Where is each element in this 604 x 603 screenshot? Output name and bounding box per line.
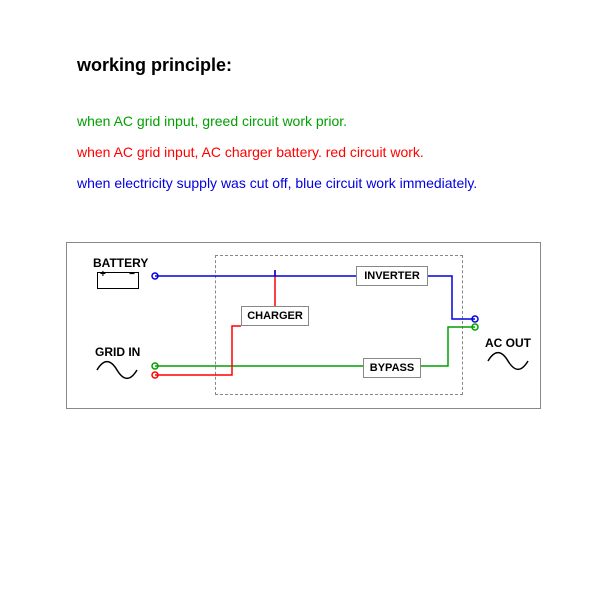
block-charger-label: CHARGER [247, 310, 303, 322]
desc-green: when AC grid input, greed circuit work p… [77, 113, 347, 129]
desc-red: when AC grid input, AC charger battery. … [77, 144, 424, 160]
block-charger: CHARGER [241, 306, 309, 326]
block-bypass: BYPASS [363, 358, 421, 378]
label-grid-in: GRID IN [95, 345, 140, 359]
battery-plus-icon: + [100, 269, 106, 280]
desc-blue: when electricity supply was cut off, blu… [77, 175, 477, 191]
block-inverter-label: INVERTER [364, 270, 420, 282]
block-bypass-label: BYPASS [370, 362, 414, 374]
block-inverter: INVERTER [356, 266, 428, 286]
battery-minus-icon: − [129, 269, 135, 280]
page-title: working principle: [77, 55, 232, 76]
label-battery: BATTERY [93, 256, 148, 270]
label-ac-out: AC OUT [485, 336, 531, 350]
